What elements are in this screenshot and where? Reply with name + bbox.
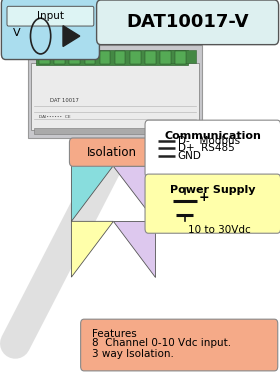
Text: DAI••••••  CE: DAI•••••• CE xyxy=(39,115,71,119)
FancyBboxPatch shape xyxy=(145,174,280,233)
Text: 10 to 30Vdc: 10 to 30Vdc xyxy=(188,225,250,235)
FancyBboxPatch shape xyxy=(7,6,94,26)
FancyBboxPatch shape xyxy=(34,128,196,134)
Polygon shape xyxy=(63,26,80,46)
Text: +: + xyxy=(199,191,209,203)
FancyBboxPatch shape xyxy=(168,50,196,63)
FancyBboxPatch shape xyxy=(69,138,155,166)
FancyBboxPatch shape xyxy=(69,51,80,64)
FancyBboxPatch shape xyxy=(85,51,95,64)
FancyBboxPatch shape xyxy=(160,51,171,64)
FancyBboxPatch shape xyxy=(36,50,188,65)
Text: Features: Features xyxy=(92,329,137,339)
Text: DAT10017-V: DAT10017-V xyxy=(126,13,249,31)
Text: 8  Channel 0-10 Vdc input.: 8 Channel 0-10 Vdc input. xyxy=(92,338,232,348)
Polygon shape xyxy=(71,221,113,277)
Text: D+  RS485: D+ RS485 xyxy=(178,144,235,153)
FancyBboxPatch shape xyxy=(54,51,65,64)
FancyBboxPatch shape xyxy=(39,51,50,64)
FancyBboxPatch shape xyxy=(28,45,202,138)
Polygon shape xyxy=(113,221,155,277)
FancyBboxPatch shape xyxy=(100,51,110,64)
FancyBboxPatch shape xyxy=(145,120,280,177)
Text: 3 way Isolation.: 3 way Isolation. xyxy=(92,349,174,359)
Text: D-   Modbus: D- Modbus xyxy=(178,136,240,146)
Text: Power Supply: Power Supply xyxy=(170,185,256,195)
FancyBboxPatch shape xyxy=(145,51,156,64)
FancyBboxPatch shape xyxy=(175,51,186,64)
Text: Communication: Communication xyxy=(164,131,261,141)
FancyBboxPatch shape xyxy=(31,63,199,130)
Text: V: V xyxy=(13,29,20,38)
FancyBboxPatch shape xyxy=(115,51,125,64)
Text: Isolation: Isolation xyxy=(87,146,137,158)
Text: Input: Input xyxy=(37,11,64,20)
FancyBboxPatch shape xyxy=(130,51,141,64)
Polygon shape xyxy=(71,166,113,221)
Text: GND: GND xyxy=(178,151,202,161)
Polygon shape xyxy=(113,166,155,221)
FancyBboxPatch shape xyxy=(1,0,99,60)
Text: DAT 10017: DAT 10017 xyxy=(50,98,79,103)
FancyBboxPatch shape xyxy=(97,0,279,45)
FancyBboxPatch shape xyxy=(81,319,278,371)
